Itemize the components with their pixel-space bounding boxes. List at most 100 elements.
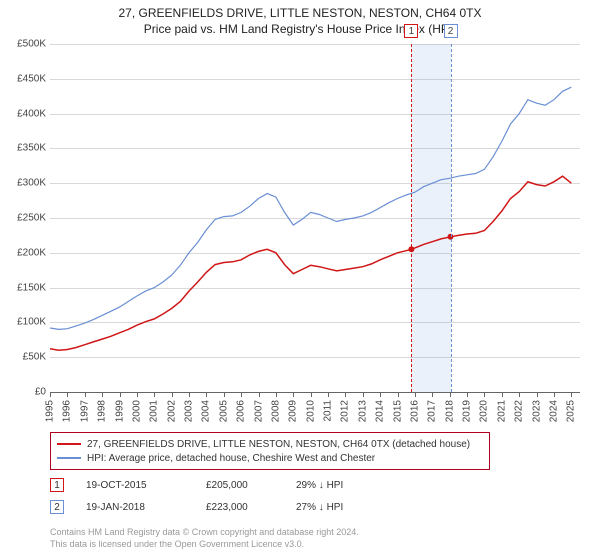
legend-swatch: [57, 457, 81, 459]
x-tick-mark: [345, 392, 346, 397]
x-tick-label: 2017: [427, 400, 438, 422]
series-line-property: [50, 176, 571, 350]
x-tick-mark: [241, 392, 242, 397]
x-tick-mark: [467, 392, 468, 397]
sale-record-delta: 27% ↓ HPI: [296, 502, 386, 513]
legend-box: 27, GREENFIELDS DRIVE, LITTLE NESTON, NE…: [50, 432, 490, 470]
y-tick-label: £450K: [17, 73, 46, 84]
footer-line-2: This data is licensed under the Open Gov…: [50, 538, 359, 550]
sale-record-delta: 29% ↓ HPI: [296, 480, 386, 491]
legend-label: 27, GREENFIELDS DRIVE, LITTLE NESTON, NE…: [87, 439, 470, 450]
footer-line-1: Contains HM Land Registry data © Crown c…: [50, 526, 359, 538]
x-tick-mark: [224, 392, 225, 397]
x-tick-label: 2000: [131, 400, 142, 422]
x-tick-mark: [293, 392, 294, 397]
x-tick-mark: [311, 392, 312, 397]
x-tick-label: 2001: [149, 400, 160, 422]
x-tick-label: 2008: [270, 400, 281, 422]
x-tick-label: 2012: [340, 400, 351, 422]
x-tick-label: 2006: [236, 400, 247, 422]
x-tick-label: 2022: [514, 400, 525, 422]
sale-record-price: £223,000: [206, 502, 296, 513]
x-tick-mark: [137, 392, 138, 397]
x-tick-mark: [380, 392, 381, 397]
title-line-2: Price paid vs. HM Land Registry's House …: [0, 22, 600, 36]
y-tick-label: £350K: [17, 143, 46, 154]
sale-record-date: 19-OCT-2015: [86, 480, 206, 491]
x-tick-mark: [120, 392, 121, 397]
y-tick-label: £150K: [17, 282, 46, 293]
x-tick-label: 2019: [462, 400, 473, 422]
x-tick-mark: [276, 392, 277, 397]
y-tick-label: £0: [35, 387, 46, 398]
chart-area: £0£50K£100K£150K£200K£250K£300K£350K£400…: [50, 44, 580, 392]
y-tick-label: £250K: [17, 213, 46, 224]
legend-row: HPI: Average price, detached house, Ches…: [57, 451, 483, 465]
x-tick-label: 2014: [375, 400, 386, 422]
sale-record-badge: 2: [50, 500, 64, 514]
x-tick-mark: [206, 392, 207, 397]
title-block: 27, GREENFIELDS DRIVE, LITTLE NESTON, NE…: [0, 0, 600, 36]
x-tick-label: 2005: [218, 400, 229, 422]
line-plot-svg: [50, 44, 580, 392]
x-tick-label: 2002: [166, 400, 177, 422]
x-tick-mark: [537, 392, 538, 397]
x-tick-mark: [519, 392, 520, 397]
gridline-horizontal: [50, 392, 580, 393]
chart-container: 27, GREENFIELDS DRIVE, LITTLE NESTON, NE…: [0, 0, 600, 36]
x-tick-label: 2018: [444, 400, 455, 422]
x-tick-label: 2011: [323, 400, 334, 422]
x-tick-mark: [450, 392, 451, 397]
x-tick-mark: [50, 392, 51, 397]
x-tick-label: 2007: [253, 400, 264, 422]
sale-record-row: 1 19-OCT-2015£205,00029% ↓ HPI: [50, 478, 386, 492]
x-tick-mark: [432, 392, 433, 397]
x-tick-mark: [363, 392, 364, 397]
legend-swatch: [57, 443, 81, 445]
x-tick-mark: [502, 392, 503, 397]
title-line-1: 27, GREENFIELDS DRIVE, LITTLE NESTON, NE…: [0, 6, 600, 20]
x-tick-label: 1995: [45, 400, 56, 422]
x-tick-label: 2003: [184, 400, 195, 422]
footer-attribution: Contains HM Land Registry data © Crown c…: [50, 526, 359, 550]
x-tick-mark: [189, 392, 190, 397]
y-tick-label: £200K: [17, 247, 46, 258]
x-tick-mark: [484, 392, 485, 397]
x-tick-label: 2015: [392, 400, 403, 422]
y-tick-label: £300K: [17, 178, 46, 189]
x-tick-label: 2021: [496, 400, 507, 422]
legend-row: 27, GREENFIELDS DRIVE, LITTLE NESTON, NE…: [57, 437, 483, 451]
y-tick-label: £50K: [23, 352, 46, 363]
x-tick-label: 1997: [79, 400, 90, 422]
y-tick-label: £100K: [17, 317, 46, 328]
sale-marker-badge: 1: [404, 24, 418, 38]
x-tick-label: 1999: [114, 400, 125, 422]
y-tick-label: £500K: [17, 39, 46, 50]
sale-record-date: 19-JAN-2018: [86, 502, 206, 513]
legend-label: HPI: Average price, detached house, Ches…: [87, 453, 375, 464]
x-tick-mark: [328, 392, 329, 397]
x-tick-mark: [154, 392, 155, 397]
x-tick-mark: [102, 392, 103, 397]
sale-marker-line: [451, 44, 452, 392]
x-tick-mark: [571, 392, 572, 397]
x-tick-mark: [415, 392, 416, 397]
x-tick-mark: [85, 392, 86, 397]
x-tick-label: 2016: [409, 400, 420, 422]
x-tick-label: 2024: [548, 400, 559, 422]
x-tick-mark: [67, 392, 68, 397]
x-tick-label: 2013: [357, 400, 368, 422]
x-tick-label: 1998: [97, 400, 108, 422]
x-tick-label: 2023: [531, 400, 542, 422]
sale-record-price: £205,000: [206, 480, 296, 491]
sale-marker-badge: 2: [444, 24, 458, 38]
x-tick-label: 2025: [566, 400, 577, 422]
sale-marker-line: [411, 44, 412, 392]
x-tick-label: 2004: [201, 400, 212, 422]
y-tick-label: £400K: [17, 108, 46, 119]
x-tick-mark: [259, 392, 260, 397]
x-tick-mark: [172, 392, 173, 397]
sale-record-badge: 1: [50, 478, 64, 492]
series-line-hpi: [50, 87, 571, 329]
x-tick-mark: [554, 392, 555, 397]
